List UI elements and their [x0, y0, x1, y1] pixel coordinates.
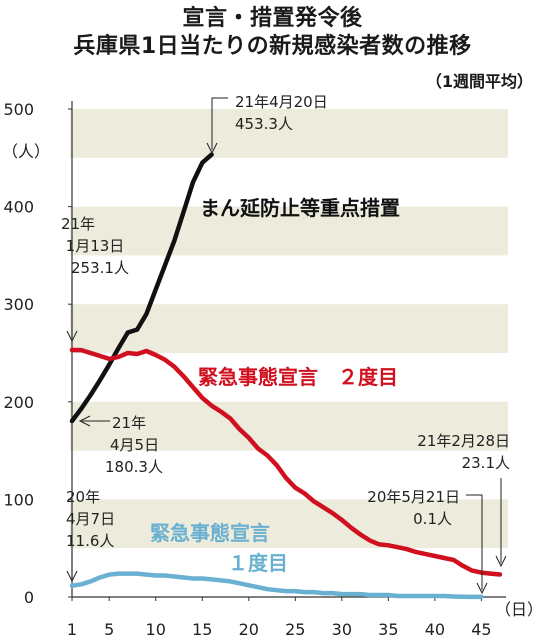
annotation-text: 4月7日	[66, 510, 115, 528]
annotation-leader	[466, 494, 483, 590]
y-tick-label: 100	[3, 490, 34, 509]
annotation-leader	[211, 97, 228, 150]
y-tick-label: 500	[3, 100, 34, 119]
y-tick-label: 0	[24, 588, 34, 607]
annotation-arrow	[78, 415, 91, 427]
y-tick-label: 400	[3, 198, 34, 217]
x-tick-label: 45	[471, 620, 491, 639]
y-axis-label: （人）	[2, 142, 50, 161]
annotation-arrow	[66, 330, 78, 343]
x-tick-label: 25	[285, 620, 305, 639]
annotation-text: 20年	[66, 488, 100, 506]
x-tick-label: 35	[378, 620, 398, 639]
annotation-arrow	[66, 570, 78, 583]
red-series-line	[69, 347, 503, 577]
annotation-arrow	[495, 555, 507, 568]
annotation-text: 4月5日	[110, 436, 159, 454]
y-tick-label: 200	[3, 393, 34, 412]
black-series-line	[69, 152, 214, 424]
annotation-text: 23.1人	[462, 454, 510, 472]
series-lines	[69, 152, 503, 600]
chart-title: 宣言・措置発令後	[182, 6, 363, 31]
grid-band	[70, 401, 508, 451]
x-tick-label: 30	[332, 620, 352, 639]
grid-band	[70, 499, 508, 549]
annotation-text: 21年4月20日	[235, 93, 328, 111]
annotation-text: 180.3人	[105, 458, 163, 476]
annotation-text: 21年2月28日	[417, 432, 510, 450]
grid-band	[70, 304, 508, 353]
annotation-text: 21年	[61, 215, 95, 233]
x-tick-label: 10	[146, 620, 166, 639]
background-bands	[70, 109, 508, 549]
x-tick-label: 20	[239, 620, 259, 639]
annotation-text: 20年5月21日	[367, 488, 460, 506]
x-tick-label: 5	[104, 620, 114, 639]
annotation-text: 11.6人	[66, 532, 114, 550]
chart-subtitle: （1週間平均）	[425, 72, 533, 91]
annotation-text: 0.1人	[413, 510, 452, 528]
x-tick-label: 15	[192, 620, 212, 639]
x-tick-label: 40	[425, 620, 445, 639]
annotation-arrow	[476, 582, 488, 595]
annotation-text: 453.3人	[235, 115, 293, 133]
blue-series-line	[69, 571, 484, 600]
x-tick-label: 1	[67, 620, 77, 639]
grid-band	[70, 206, 508, 256]
series-label-black: まん延防止等重点措置	[200, 196, 400, 220]
x-axis-label: （日）	[495, 600, 543, 619]
annotation-text: 1月13日	[66, 237, 125, 255]
chart-title-line2: 兵庫県1日当たりの新規感染者数の推移	[73, 34, 472, 59]
annotation-text: 253.1人	[71, 259, 129, 277]
series-label-blue-2: １度目	[228, 551, 288, 575]
y-tick-label: 300	[3, 295, 34, 314]
annotation-arrow	[206, 142, 218, 155]
series-label-red: 緊急事態宣言 ２度目	[198, 365, 398, 389]
annotation-text: 21年	[112, 414, 146, 432]
series-label-blue-1: 緊急事態宣言	[150, 521, 270, 545]
grid-band	[70, 109, 508, 158]
